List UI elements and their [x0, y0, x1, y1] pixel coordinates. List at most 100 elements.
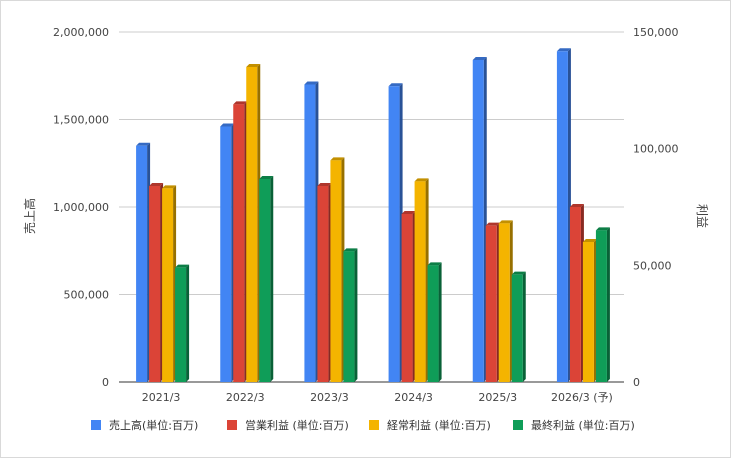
bar-top — [317, 183, 332, 186]
bar-front — [595, 230, 607, 382]
left-tick-label: 1,000,000 — [53, 201, 109, 214]
bar-top — [556, 48, 571, 52]
bar — [162, 185, 177, 382]
right-axis-ticks: 0 50,000 100,000 150,000 — [633, 26, 679, 389]
right-tick-label: 0 — [633, 376, 640, 389]
bar — [246, 64, 261, 382]
bar — [149, 183, 164, 382]
left-tick-label: 1,500,000 — [53, 114, 109, 127]
legend-swatch — [369, 420, 379, 430]
bar — [233, 101, 248, 382]
bar — [304, 81, 319, 382]
bar-top — [149, 183, 164, 186]
bar-front — [427, 265, 439, 382]
bar — [343, 248, 358, 382]
left-axis-title: 売上高 — [22, 198, 37, 234]
legend-label: 売上高(単位:百万) — [109, 418, 198, 432]
bar-front — [414, 181, 426, 382]
bar-top — [569, 204, 584, 207]
x-axis-ticks: 2021/3 2022/3 2023/3 2024/3 2025/3 2026/3 (予) — [142, 391, 613, 404]
bar — [427, 262, 442, 382]
bar-top — [388, 83, 403, 87]
bar-top — [304, 81, 319, 85]
bar-top — [485, 222, 500, 226]
bar-front — [330, 160, 342, 382]
legend-item: 営業利益 (単位:百万) — [227, 418, 349, 432]
bar-top — [511, 271, 526, 275]
bar-front — [388, 86, 400, 382]
bar — [136, 142, 151, 382]
bar-top — [233, 101, 248, 105]
x-tick-label: 2024/3 — [394, 391, 433, 404]
x-tick-label: 2021/3 — [142, 391, 181, 404]
bar — [317, 183, 332, 382]
bar-front — [220, 126, 232, 382]
bar-front — [149, 186, 161, 382]
gridlines — [119, 31, 624, 383]
bar-top — [330, 157, 345, 161]
bar-side — [270, 176, 274, 382]
bar-top — [162, 185, 177, 189]
legend-item: 経常利益 (単位:百万) — [369, 418, 491, 432]
bars — [136, 48, 610, 382]
legend-label: 最終利益 (単位:百万) — [531, 418, 635, 432]
x-tick-label: 2026/3 (予) — [551, 391, 613, 404]
bar-side — [438, 262, 442, 382]
bar-front — [401, 214, 413, 382]
bar-top — [472, 57, 487, 60]
legend: 売上高(単位:百万) 営業利益 (単位:百万) 経常利益 (単位:百万) 最終利益 (… — [91, 418, 635, 432]
bar-front — [175, 267, 187, 382]
left-tick-label: 500,000 — [64, 289, 110, 302]
bar-front — [498, 223, 510, 382]
right-tick-label: 50,000 — [633, 259, 672, 272]
bar-top — [595, 227, 610, 231]
left-tick-label: 2,000,000 — [53, 26, 109, 39]
bar-top — [343, 248, 358, 252]
bar — [175, 264, 190, 382]
bar-front — [569, 207, 581, 382]
bar — [401, 211, 416, 382]
bar-front — [259, 179, 271, 382]
bar-top — [246, 64, 261, 67]
legend-item: 売上高(単位:百万) — [91, 418, 198, 432]
bar — [259, 176, 274, 382]
bar — [569, 204, 584, 382]
bar-front — [343, 251, 355, 382]
bar-front — [511, 274, 523, 382]
legend-swatch — [513, 420, 523, 430]
bar — [498, 220, 513, 382]
bar — [595, 227, 610, 382]
legend-swatch — [227, 420, 237, 430]
right-axis-title: 利益 — [695, 204, 709, 228]
bar-top — [582, 239, 597, 242]
bar — [388, 83, 403, 382]
left-tick-label: 0 — [102, 376, 109, 389]
bar-top — [175, 264, 190, 268]
bar — [485, 222, 500, 382]
right-tick-label: 150,000 — [633, 26, 679, 39]
legend-label: 営業利益 (単位:百万) — [245, 418, 349, 432]
bar-top — [498, 220, 513, 224]
left-axis-ticks: 0 500,000 1,000,000 1,500,000 2,000,000 — [53, 26, 109, 389]
bar-front — [582, 242, 594, 382]
bar-side — [354, 248, 358, 382]
bar-front — [246, 67, 258, 382]
bar-front — [304, 84, 316, 382]
bar-side — [606, 227, 610, 382]
bar-top — [427, 262, 442, 266]
bar — [472, 57, 487, 382]
bar — [414, 178, 429, 382]
x-tick-label: 2025/3 — [478, 391, 517, 404]
bar-top — [136, 142, 151, 146]
right-tick-label: 100,000 — [633, 143, 679, 156]
bar-front — [136, 145, 148, 382]
bar-front — [485, 225, 497, 382]
bar-side — [186, 264, 190, 382]
bar-top — [414, 178, 429, 182]
bar-top — [220, 123, 235, 127]
legend-swatch — [91, 420, 101, 430]
bar-front — [556, 51, 568, 382]
bar — [511, 271, 526, 382]
